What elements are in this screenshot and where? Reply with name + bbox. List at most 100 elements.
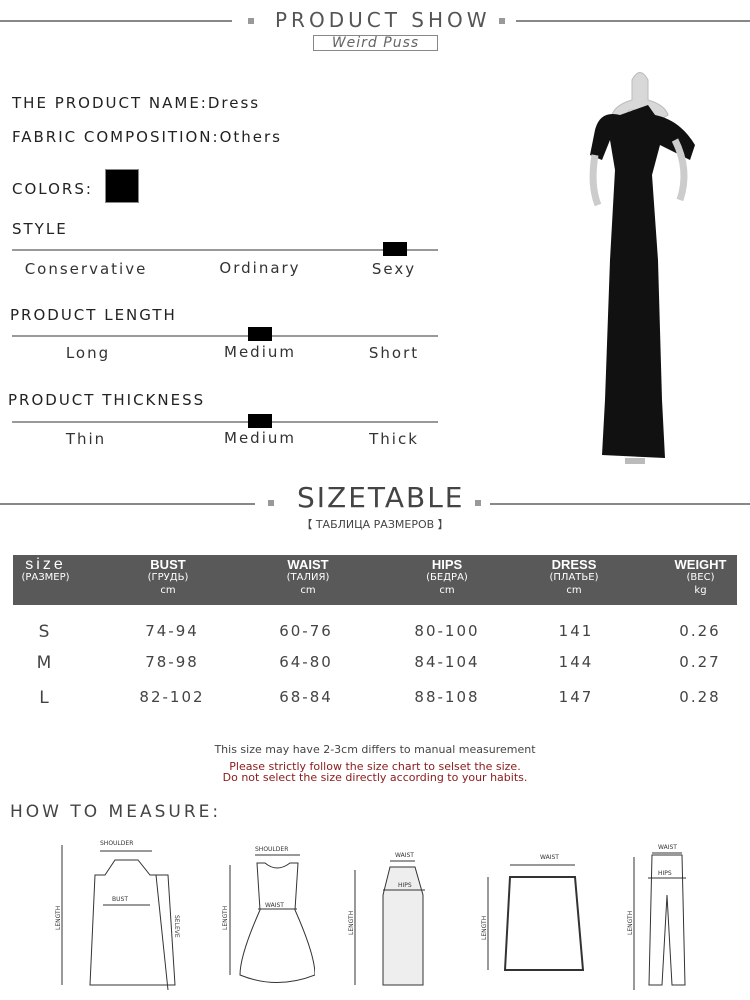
scale-option: Ordinary [219,259,301,277]
col-unit: cm [566,585,582,596]
col-name: BUST [150,557,186,572]
table-cell: 88-108 [414,688,480,706]
how-to-measure-title: HOW TO MEASURE: [10,802,222,822]
length-label: LENGTH [222,906,229,930]
style-track [12,249,438,251]
col-dress: DRESS (ПЛАТЬЕ) cm [529,558,619,597]
note-follow-chart: Please strictly follow the size chart to… [229,760,521,773]
brand-box: Weird Puss [313,35,438,51]
length-track [12,335,438,337]
thickness-marker [248,414,272,428]
waist-label: WAIST [395,852,414,859]
sizetable-line-right [490,503,750,505]
jacket-measure-figure: SHOULDER BUST LENGTH SELEVE [55,840,180,991]
sizetable-dot [475,500,481,506]
header-dot [248,18,254,24]
bust-label: BUST [112,896,128,903]
col-unit: kg [694,585,707,596]
col-name: size [25,556,66,573]
shorts-measure-figure: WAIST LENGTH [481,854,585,971]
sizetable-header: size (РАЗМЕР) BUST (ГРУДЬ) cm WAIST (ТАЛИЯ) c… [13,555,737,605]
table-cell: 64-80 [279,653,333,671]
col-name: WEIGHT [674,557,727,572]
fabric-label: FABRIC COMPOSITION: [12,128,220,146]
name-value: Dress [207,94,261,112]
col-waist: WAIST (ТАЛИЯ) cm [263,558,353,597]
page-title: PRODUCT SHOW [275,8,491,32]
scale-option: Short [368,344,420,362]
table-cell: 60-76 [279,622,333,640]
table-cell: 84-104 [414,653,480,671]
thickness-track [12,421,438,423]
col-name: DRESS [551,557,597,572]
col-name: HIPS [431,557,463,572]
header-line-left [0,20,232,22]
fabric-value: Others [219,128,282,146]
note-habits: Do not select the size directly accordin… [222,771,528,784]
col-size: size (РАЗМЕР) [13,556,78,584]
dress-measure-figure: SHOULDER WAIST LENGTH [222,846,315,983]
col-ru: (ГРУДЬ) [147,572,189,583]
scale-title-length: PRODUCT LENGTH [10,306,177,324]
table-cell: 68-84 [279,688,333,706]
length-marker [248,327,272,341]
col-weight: WEIGHT (ВЕС) kg [663,558,738,597]
scale-title-thickness: PRODUCT THICKNESS [8,391,206,409]
table-cell: 74-94 [145,622,199,640]
table-cell: 141 [558,622,594,640]
table-cell: 78-98 [145,653,199,671]
scale-option: Medium [224,343,296,361]
sizetable-dot [268,500,274,506]
color-swatch-black[interactable] [105,169,139,203]
product-name: THE PRODUCT NAME:Dress [12,94,260,112]
shoulder-label: SHOULDER [255,846,288,853]
sizetable-subtitle: 【 ТАБЛИЦА РАЗМЕРОВ 】 [301,518,449,531]
col-ru: (РАЗМЕР) [21,572,70,583]
length-label: LENGTH [481,916,488,940]
colors-label: COLORS: [12,180,93,198]
table-cell: 144 [558,653,594,671]
product-photo-dress [589,72,695,464]
col-unit: cm [300,585,316,596]
col-ru: (ПЛАТЬЕ) [549,572,599,583]
sizetable-line-left [0,503,255,505]
fabric-composition: FABRIC COMPOSITION:Others [12,128,282,146]
table-cell: 0.28 [679,688,721,706]
waist-label: WAIST [540,854,559,861]
col-ru: (ТАЛИЯ) [286,572,330,583]
pants-measure-figure: WAIST HIPS LENGTH [627,844,686,990]
table-cell: 80-100 [414,622,480,640]
waist-label: WAIST [658,844,677,851]
header-dot [499,18,505,24]
sizetable-title: SIZETABLE [297,481,465,514]
size-cell: S [38,622,52,642]
length-label: LENGTH [55,906,62,930]
scale-option: Conservative [24,260,148,278]
size-cell: L [39,688,51,708]
hips-label: HIPS [398,882,412,889]
scale-option: Thin [65,430,107,448]
size-cell: M [36,653,54,673]
style-marker [383,242,407,256]
length-label: LENGTH [348,911,355,935]
col-unit: cm [439,585,455,596]
scale-option: Long [65,344,111,362]
name-label: THE PRODUCT NAME: [12,94,208,112]
shoulder-label: SHOULDER [100,840,133,847]
sleeve-label: SELEVE [173,915,180,938]
skirt-measure-figure: WAIST HIPS LENGTH [348,852,425,986]
scale-option: Medium [224,429,296,447]
scale-option: Thick [369,430,419,448]
col-name: WAIST [287,557,329,572]
col-unit: cm [160,585,176,596]
scale-option: Sexy [371,260,417,278]
hips-label: HIPS [658,870,672,877]
table-cell: 0.27 [679,653,721,671]
col-hips: HIPS (БЕДРА) cm [402,558,492,597]
col-ru: (БЕДРА) [426,572,468,583]
scale-title-style: STYLE [12,220,68,238]
col-ru: (ВЕС) [686,572,715,583]
table-cell: 147 [558,688,594,706]
col-bust: BUST (ГРУДЬ) cm [123,558,213,597]
table-cell: 82-102 [139,688,205,706]
